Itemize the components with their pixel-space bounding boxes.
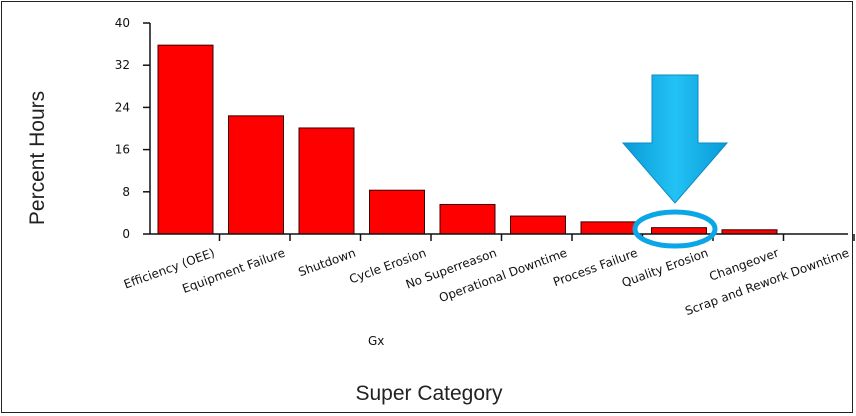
- bar-no-superreason: [439, 203, 496, 235]
- stray-text: Gx: [368, 334, 384, 348]
- bar-cycle-erosion: [369, 189, 425, 235]
- y-tick-label: 0: [122, 227, 130, 241]
- x-tick-label: Operational Downtime: [437, 246, 569, 305]
- bar-efficiency-oee: [157, 44, 214, 235]
- y-tick-label: 24: [115, 100, 130, 114]
- bar-shutdown: [298, 127, 355, 235]
- highlight-ellipse: [632, 209, 718, 249]
- bar-operational-downtime: [510, 215, 566, 235]
- x-axis-title: Super Category: [355, 382, 503, 405]
- bar-quality-erosion: [651, 227, 707, 235]
- y-tick-label: 8: [122, 185, 130, 199]
- bar-process-failure: [580, 221, 637, 235]
- bar-equipment-failure: [228, 115, 284, 235]
- y-tick-label: 40: [115, 16, 130, 30]
- y-axis-title: Percent Hours: [26, 91, 49, 225]
- down-arrow-icon: [621, 74, 729, 204]
- y-tick-label: 32: [115, 58, 130, 72]
- y-tick-label: 16: [115, 143, 130, 157]
